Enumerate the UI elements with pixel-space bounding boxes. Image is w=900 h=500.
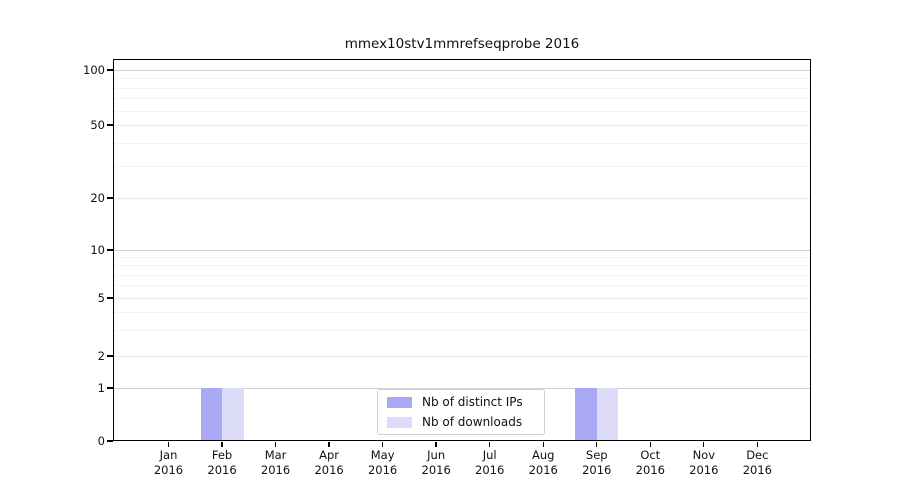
x-tick (488, 442, 491, 447)
x-tick (756, 442, 759, 447)
x-tick-label: Feb 2016 (207, 448, 237, 477)
x-tick-label: Nov 2016 (689, 448, 719, 477)
y-gridline-minor (114, 110, 811, 112)
bar (596, 388, 619, 441)
x-tick-label: Aug 2016 (528, 448, 558, 477)
x-tick (167, 442, 170, 447)
y-gridline (114, 125, 811, 126)
y-gridline-minor (114, 142, 811, 144)
x-tick (703, 442, 705, 447)
y-tick-label: 0 (97, 434, 105, 448)
y-gridline (114, 250, 811, 251)
x-tick-label: Dec 2016 (742, 448, 772, 477)
y-gridline-minor (114, 312, 811, 314)
y-gridline-minor (114, 330, 811, 332)
bar (222, 388, 244, 441)
y-gridline (114, 388, 811, 389)
bar (575, 388, 597, 441)
bar (200, 388, 223, 441)
y-gridline-minor (114, 265, 811, 267)
x-tick (328, 442, 330, 447)
y-tick-label: 10 (90, 243, 105, 257)
x-tick-label: Mar 2016 (260, 448, 291, 477)
y-tick-label: 1 (97, 381, 105, 395)
x-tick-label: May 2016 (367, 448, 398, 477)
y-gridline-minor (114, 257, 811, 259)
y-tick-label: 2 (97, 349, 105, 363)
x-tick (274, 442, 277, 447)
y-tick-label: 5 (97, 291, 105, 305)
y-gridline-minor (114, 274, 811, 276)
y-tick (107, 124, 113, 126)
x-tick (381, 442, 384, 447)
y-gridline-minor (114, 98, 811, 100)
legend-swatch-distinct-ips (387, 396, 412, 408)
y-tick (107, 440, 113, 442)
y-gridline (114, 298, 811, 299)
y-gridline (114, 198, 811, 199)
chart-title: mmex10stv1mmrefseqprobe 2016 (344, 36, 580, 52)
y-gridline (114, 70, 811, 71)
x-tick (542, 442, 544, 447)
y-gridline-minor (114, 165, 811, 167)
legend: Nb of distinct IPs Nb of downloads (377, 389, 545, 435)
x-tick (435, 442, 437, 447)
y-gridline-minor (114, 78, 811, 80)
legend-swatch-downloads (387, 416, 412, 428)
x-tick-label: Sep 2016 (582, 448, 612, 477)
x-tick-label: Jun 2016 (421, 448, 451, 477)
y-tick (107, 387, 113, 389)
y-tick (107, 297, 113, 299)
y-tick-label: 100 (83, 63, 105, 77)
y-gridline (114, 356, 811, 357)
y-tick (107, 249, 113, 251)
y-tick-label: 20 (90, 191, 105, 205)
y-tick (107, 69, 113, 71)
y-tick (107, 197, 113, 199)
x-tick (221, 442, 223, 447)
y-gridline-minor (114, 87, 811, 89)
x-tick-label: Oct 2016 (635, 448, 665, 477)
legend-entry-distinct-ips: Nb of distinct IPs (378, 394, 544, 410)
x-tick-label: Jan 2016 (153, 448, 184, 477)
legend-label-downloads: Nb of downloads (422, 415, 523, 429)
legend-entry-downloads: Nb of downloads (378, 414, 544, 430)
x-tick (649, 442, 651, 447)
y-tick (107, 355, 113, 357)
legend-label-distinct-ips: Nb of distinct IPs (422, 395, 523, 409)
x-tick-label: Jul 2016 (475, 448, 505, 477)
y-tick-label: 50 (90, 118, 105, 132)
y-gridline-minor (114, 285, 811, 287)
x-tick-label: Apr 2016 (314, 448, 344, 477)
x-tick (596, 442, 598, 447)
